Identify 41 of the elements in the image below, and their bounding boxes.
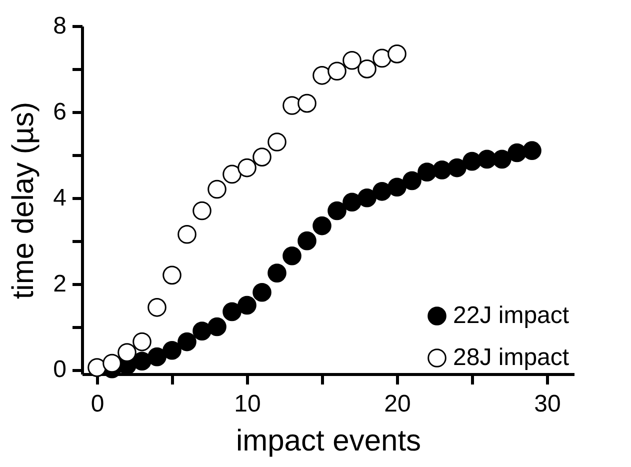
x-axis-title: impact events xyxy=(236,424,422,458)
y-axis-title: time delay (µs) xyxy=(7,102,40,300)
y-tick-label: 0 xyxy=(53,356,66,384)
point xyxy=(222,302,242,322)
point xyxy=(462,152,482,171)
point xyxy=(282,246,302,266)
point xyxy=(432,160,452,180)
point xyxy=(522,141,542,160)
point xyxy=(328,201,346,220)
point xyxy=(448,158,466,178)
point xyxy=(298,94,316,113)
point xyxy=(162,340,182,360)
y-tick-label: 8 xyxy=(53,12,66,40)
point xyxy=(372,182,392,201)
x-tick-label: 20 xyxy=(384,390,411,418)
point xyxy=(478,150,496,169)
point xyxy=(178,332,196,352)
point xyxy=(388,178,406,197)
y-tick-label: 6 xyxy=(53,98,66,126)
point xyxy=(402,171,422,190)
point xyxy=(148,347,166,366)
point xyxy=(102,354,122,373)
y-tick-label: 4 xyxy=(53,184,66,212)
point xyxy=(358,188,376,208)
y-tick-label: 2 xyxy=(53,270,66,298)
point xyxy=(342,192,362,212)
x-tick-label: 10 xyxy=(234,390,261,418)
point xyxy=(298,231,316,250)
point xyxy=(492,150,512,169)
point xyxy=(268,264,286,282)
legend-label: 22J impact xyxy=(453,302,570,329)
point xyxy=(238,296,256,315)
point xyxy=(208,317,226,336)
point xyxy=(312,216,332,236)
legend-label: 28J impact xyxy=(453,344,570,371)
x-tick-label: 0 xyxy=(90,390,104,418)
point xyxy=(192,322,212,340)
point xyxy=(418,162,436,182)
point xyxy=(252,282,272,302)
x-tick-label: 30 xyxy=(534,390,561,418)
point xyxy=(508,143,526,162)
